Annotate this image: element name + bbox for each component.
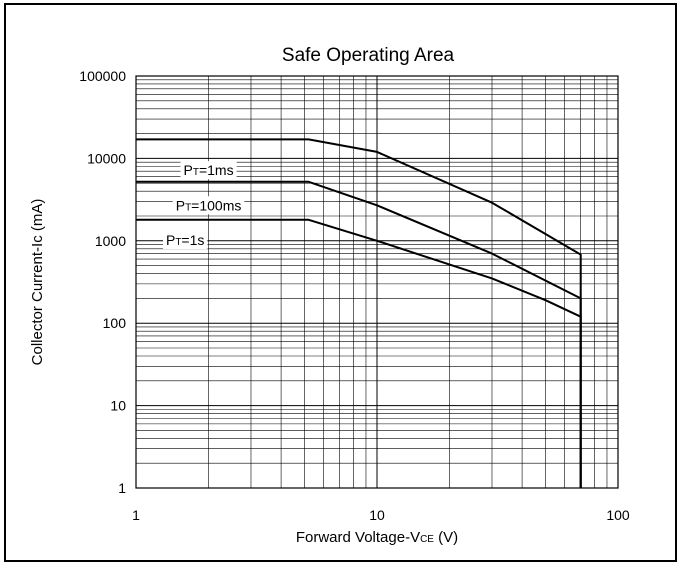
series-line [136,138,582,488]
series-line [136,218,582,488]
annotation-background [162,231,208,250]
x-tick-labels: 1 10 100 [132,507,630,523]
y-tick-label: 1 [118,480,126,496]
y-tick-labels: 1 10 100 1000 10000 100000 [79,68,126,496]
annotation-label: PT=1s [166,232,204,248]
curve-annotations: PT=1ms PT=100ms PT=1s [162,161,245,250]
curve-annotation: PT=1ms [180,161,237,180]
y-tick-label: 100000 [79,68,126,84]
annotation-background [172,196,245,215]
curve-annotation: PT=100ms [172,196,245,215]
x-tick-label: 100 [606,507,630,523]
plot-border [135,75,619,489]
x-tick-label: 1 [132,507,140,523]
y-axis-label: Collector Current-Ic (mA) [29,199,46,366]
annotation-label: PT=100ms [176,197,242,213]
x-tick-label: 10 [369,507,385,523]
chart-frame: Safe Operating Area 1 10 100 1 10 100 1000 100… [4,3,677,562]
x-axis-label: Forward Voltage-VCE (V) [296,529,458,546]
annotation-background [180,161,237,180]
safe-operating-area-chart: Safe Operating Area 1 10 100 1 10 100 1000 100… [29,45,630,546]
grid [136,76,618,488]
series-lines [136,138,582,488]
chart-title: Safe Operating Area [282,45,455,66]
y-tick-label: 10 [110,398,126,414]
y-tick-label: 1000 [95,233,126,249]
curve-annotation: PT=1s [162,231,208,250]
y-tick-label: 10000 [87,150,126,166]
y-tick-label: 100 [103,315,127,331]
annotation-label: PT=1ms [184,162,234,178]
series-line [136,180,582,488]
